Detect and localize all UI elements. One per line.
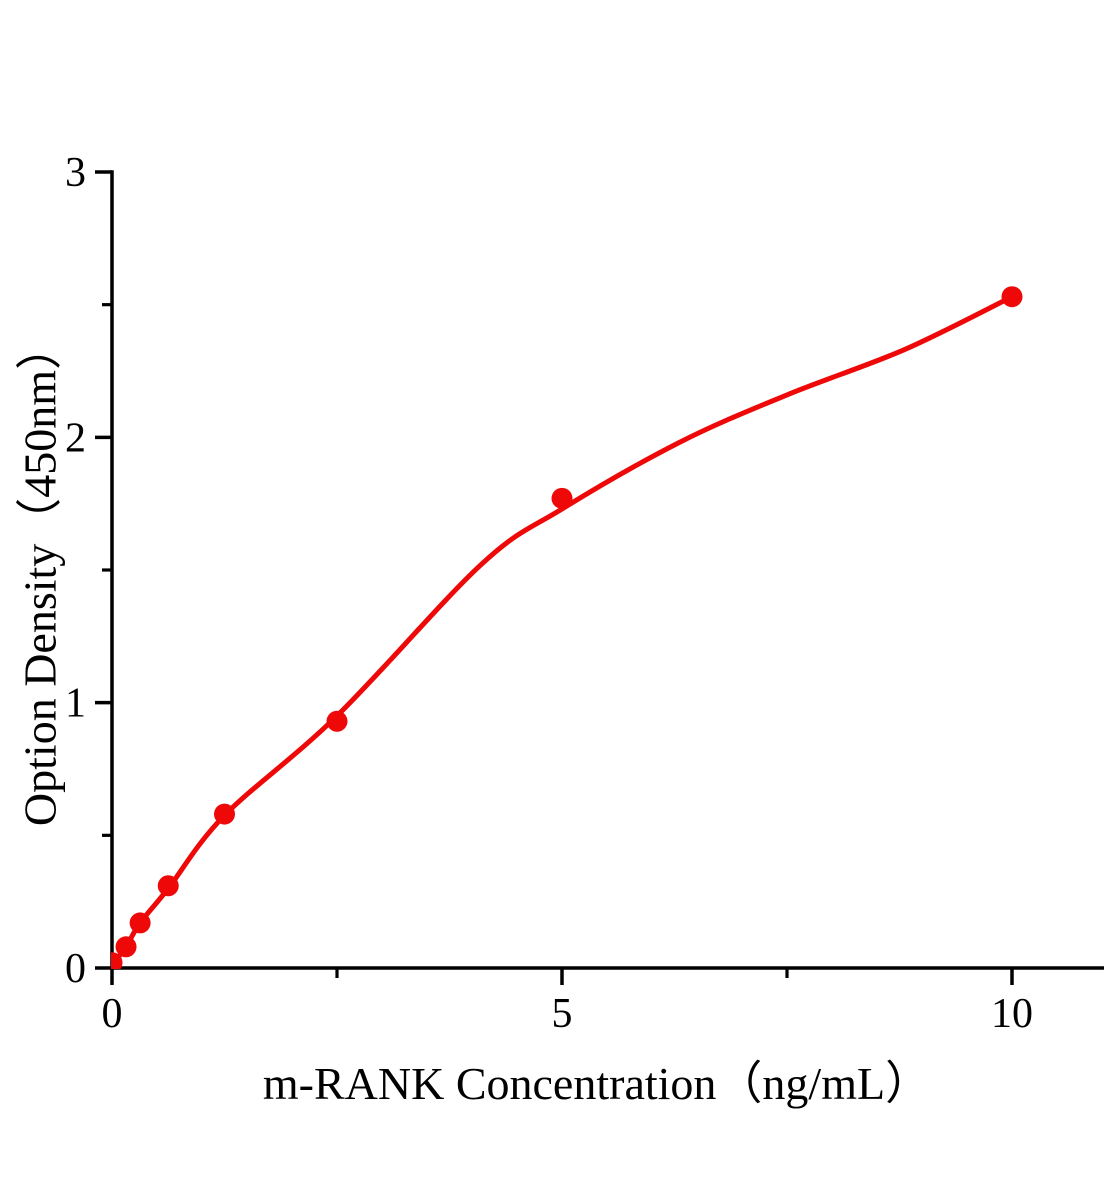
tick-labels-group: 0 1 2 3 0 5 10 — [65, 150, 1033, 1037]
data-point — [551, 487, 573, 509]
data-point — [129, 912, 151, 934]
x-tick-label: 0 — [102, 991, 123, 1037]
x-tick-label: 10 — [991, 991, 1033, 1037]
axis-spines — [110, 170, 1104, 970]
data-point — [111, 952, 123, 969]
fit-curve — [111, 294, 1014, 967]
y-tick-label: 2 — [65, 415, 86, 461]
data-point — [326, 710, 348, 732]
axes-group — [95, 170, 1104, 985]
y-tick-label: 1 — [65, 681, 86, 727]
data-point — [115, 936, 137, 958]
x-axis-title: m-RANK Concentration（ng/mL） — [263, 1058, 931, 1109]
y-tick-label: 0 — [65, 946, 86, 992]
series-group — [111, 286, 1023, 969]
y-tick-label: 3 — [65, 150, 86, 196]
data-point — [1001, 286, 1023, 308]
x-tick-label: 5 — [552, 991, 573, 1037]
data-point — [214, 803, 235, 825]
y-axis-title: Option Density（450nm） — [15, 324, 66, 826]
data-point — [157, 875, 179, 897]
